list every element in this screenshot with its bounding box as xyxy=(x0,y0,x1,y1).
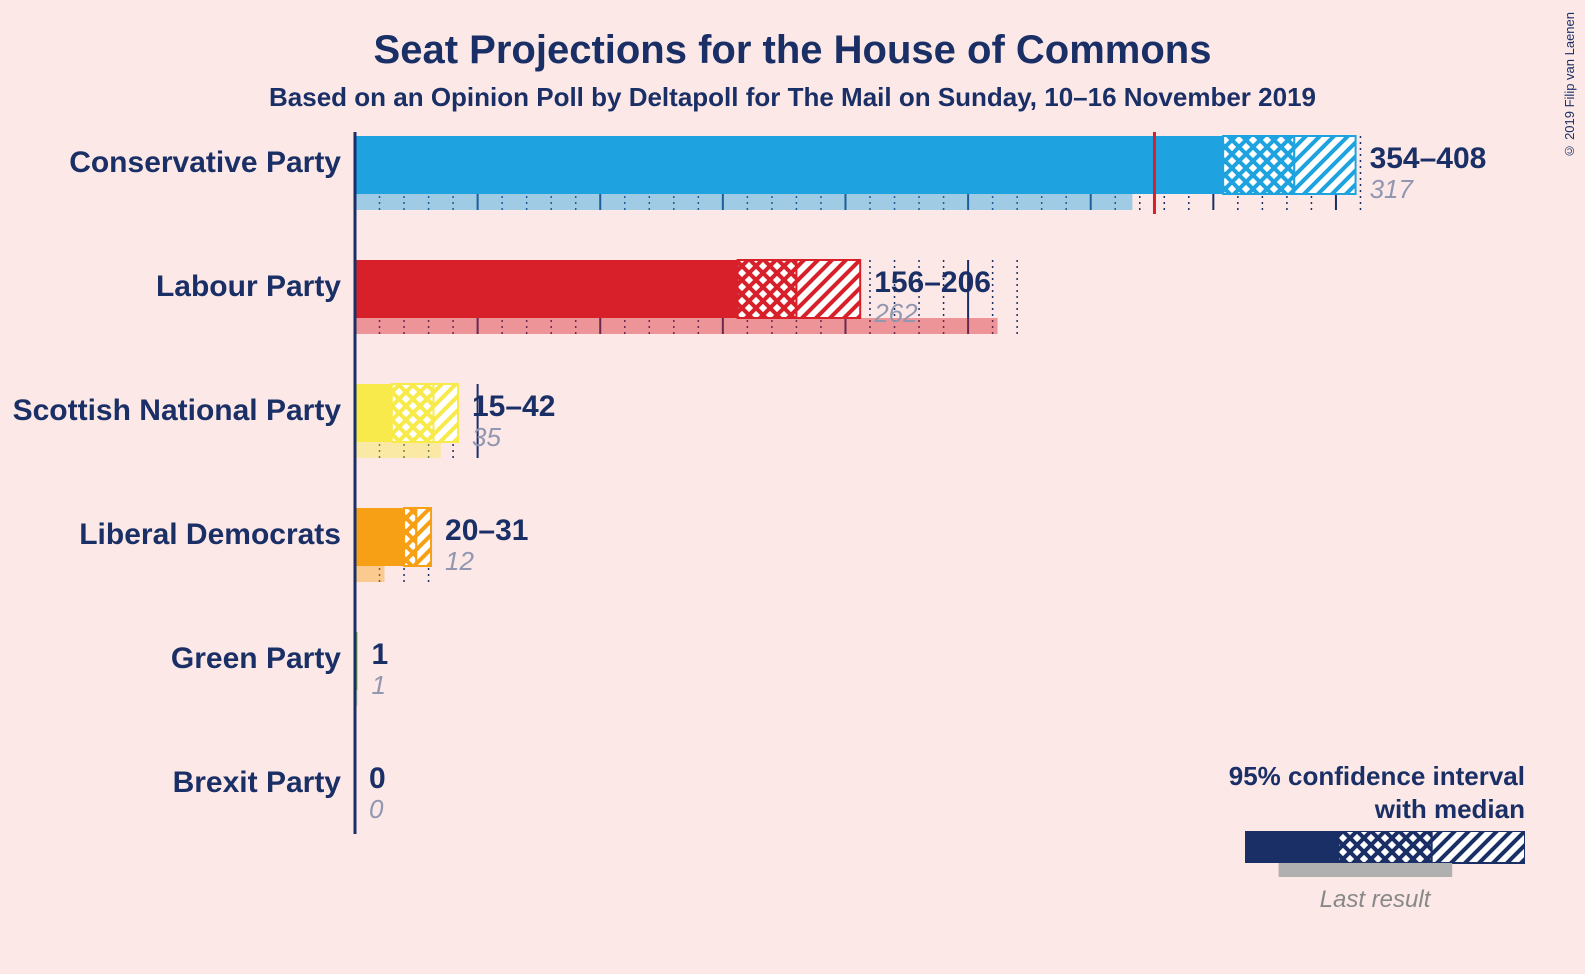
party-label: Green Party xyxy=(171,642,341,676)
party-label: Scottish National Party xyxy=(13,394,341,428)
bar-solid xyxy=(355,508,404,566)
legend-last-result: Last result xyxy=(1225,886,1525,914)
prev-bar xyxy=(355,194,1132,210)
bar-solid xyxy=(355,384,392,442)
bar-solid xyxy=(355,260,738,318)
bar-diagonal xyxy=(1294,136,1355,194)
legend-line2: with median xyxy=(1375,794,1525,824)
prev-label: 1 xyxy=(371,670,385,701)
range-label: 0 xyxy=(369,762,386,796)
bar-diagonal xyxy=(796,260,860,318)
legend-line1: 95% confidence interval xyxy=(1229,761,1525,791)
copyright-text: © 2019 Filip van Laenen xyxy=(1562,12,1577,159)
prev-label: 12 xyxy=(445,546,474,577)
range-label: 15–42 xyxy=(472,390,555,424)
bar-crosshatch xyxy=(738,260,797,318)
prev-label: 262 xyxy=(874,298,917,329)
bar-solid xyxy=(355,136,1223,194)
chart-title: Seat Projections for the House of Common… xyxy=(0,28,1585,73)
party-label: Conservative Party xyxy=(69,146,341,180)
prev-label: 0 xyxy=(369,794,383,825)
party-label: Liberal Democrats xyxy=(79,518,341,552)
bar-crosshatch xyxy=(392,384,434,442)
bar-diagonal xyxy=(416,508,431,566)
bar-crosshatch xyxy=(1223,136,1294,194)
prev-label: 35 xyxy=(472,422,501,453)
bar-diagonal xyxy=(433,384,458,442)
party-label: Labour Party xyxy=(156,270,341,304)
prev-label: 317 xyxy=(1370,174,1413,205)
legend: 95% confidence intervalwith median Last r… xyxy=(1225,760,1525,914)
range-label: 20–31 xyxy=(445,514,528,548)
range-label: 1 xyxy=(371,638,388,672)
party-label: Brexit Party xyxy=(173,766,341,800)
chart-subtitle: Based on an Opinion Poll by Deltapoll fo… xyxy=(0,82,1585,113)
bar-crosshatch xyxy=(404,508,416,566)
prev-bar xyxy=(355,566,384,582)
prev-bar xyxy=(355,442,441,458)
legend-title: 95% confidence intervalwith median xyxy=(1225,760,1525,825)
range-label: 156–206 xyxy=(874,266,991,300)
range-label: 354–408 xyxy=(1370,142,1487,176)
